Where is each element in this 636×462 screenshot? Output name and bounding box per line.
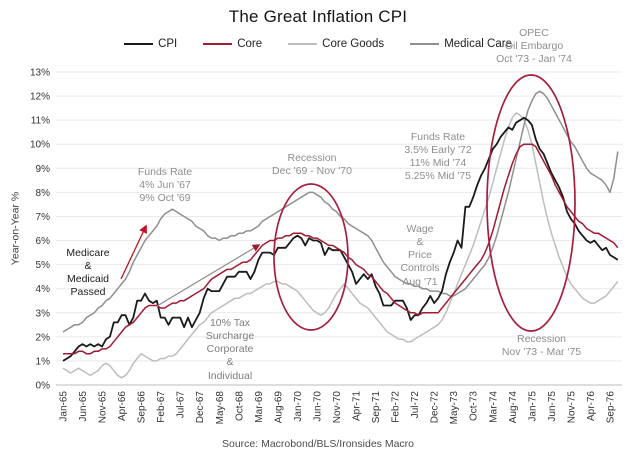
x-tick-label: Jun-70 [313,391,324,422]
y-tick-label: 7% [36,212,51,223]
x-tick-label: Apr-76 [586,391,597,421]
x-tick-label: Sep-76 [606,391,617,424]
x-tick-label: Jan-75 [527,391,538,422]
x-tick-label: Apr-71 [352,391,363,421]
legend-label-core: Core [237,38,263,50]
x-tick-label: Oct-73 [469,391,480,421]
x-tick-label: Nov-75 [566,391,577,424]
x-tick-label: Dec-67 [195,391,206,424]
legend-item-core: Core [203,38,262,50]
recession-1974-ellipse [486,74,576,332]
x-tick-label: Jan-70 [293,391,304,422]
x-tick-label: May-73 [449,391,460,425]
x-tick-label: Feb-67 [156,391,167,423]
annotation-opec-embargo: OPEC Oil Embargo Oct '73 - Jan '74 [496,27,572,66]
annotation-medicare-medicaid: Medicare & Medicaid Passed [66,247,110,299]
tax-surcharge-annotation-arrow [156,244,261,307]
x-tick-label: Oct-68 [234,391,245,421]
x-tick-label: Sep-66 [137,391,148,424]
core-goods-line-swatch [288,43,318,45]
x-tick-label: Jan-65 [59,391,70,422]
legend: CPI Core Core Goods Medical Care [0,38,636,50]
legend-item-core-goods: Core Goods [288,38,384,50]
legend-item-medical-care: Medical Care [410,38,512,50]
x-tick-label: Sep-71 [371,391,382,424]
y-tick-label: 6% [36,236,51,247]
annotation-recession-1970: Recession Dec '69 - Nov '70 [272,152,352,178]
legend-label-core-goods: Core Goods [322,38,385,50]
annotation-funds-rate-67: Funds Rate 4% Jun '67 9% Oct '69 [137,166,193,205]
x-tick-label: Nov-70 [332,391,343,424]
y-tick-label: 8% [36,188,51,199]
cpi-line-swatch [124,43,154,45]
x-tick-label: Jul-72 [410,391,421,419]
x-tick-label: Aug-69 [273,391,284,424]
x-tick-label: May-68 [215,391,226,425]
line-core-goods [62,112,619,379]
x-tick-label: Feb-72 [391,391,402,423]
y-tick-label: 12% [30,92,50,103]
x-axis-ticks: Jan-65 Jun-65 Nov-65 Apr-66 Sep-66 Feb-67 Jul-… [59,391,617,425]
line-core [63,143,619,355]
y-tick-label: 9% [36,164,51,175]
page-title: The Great Inflation CPI [228,7,408,26]
y-axis-ticks: 0% 1% 2% 3% 4% 5% 6% 7% 8% 9% 10% 11% 12% 13% [30,67,50,391]
y-tick-label: 2% [36,332,51,343]
legend-label-cpi: CPI [158,38,178,50]
x-tick-label: Dec-72 [430,391,441,424]
y-tick-label: 3% [36,308,51,319]
medicare-annotation-arrow [120,224,147,280]
x-tick-label: Jun-65 [78,391,89,422]
y-tick-label: 11% [31,116,50,127]
y-tick-label: 10% [30,140,50,151]
recession-1970-ellipse [273,183,349,331]
annotation-funds-rate-72: Funds Rate 3.5% Early '72 11% Mid '74 5.… [404,131,472,183]
x-tick-label: Aug-74 [508,391,519,424]
data-series-lines [62,90,619,379]
x-tick-label: Jun-75 [547,391,558,422]
x-tick-label: Jul-67 [176,391,187,419]
y-tick-label: 1% [36,356,51,367]
y-tick-label: 0% [36,381,51,392]
line-medical-care [62,90,619,333]
y-tick-label: 5% [36,260,51,271]
x-tick-label: Mar-74 [488,391,499,423]
core-line-swatch [203,43,233,45]
x-tick-label: Mar-69 [254,391,265,423]
x-tick-label: Nov-65 [98,391,109,424]
y-axis-title: Year-on-Year % [9,191,22,266]
legend-label-medical-care: Medical Care [444,38,512,50]
y-tick-label: 4% [36,284,51,295]
annotation-tax-surcharge: 10% Tax Surcharge Corporate & Individual [205,317,255,382]
annotation-wage-price-controls: Wage & Price Controls Aug '71 [400,223,440,288]
y-tick-label: 13% [30,67,50,78]
gridlines [56,71,622,386]
source-caption: Source: Macrobond/BLS/Ironsides Macro [221,438,414,450]
x-tick-label: Apr-66 [117,391,128,421]
legend-item-cpi: CPI [124,38,177,50]
annotation-recession-1975: Recession Nov '73 - Mar '75 [501,333,582,359]
medical-care-line-swatch [410,43,440,45]
